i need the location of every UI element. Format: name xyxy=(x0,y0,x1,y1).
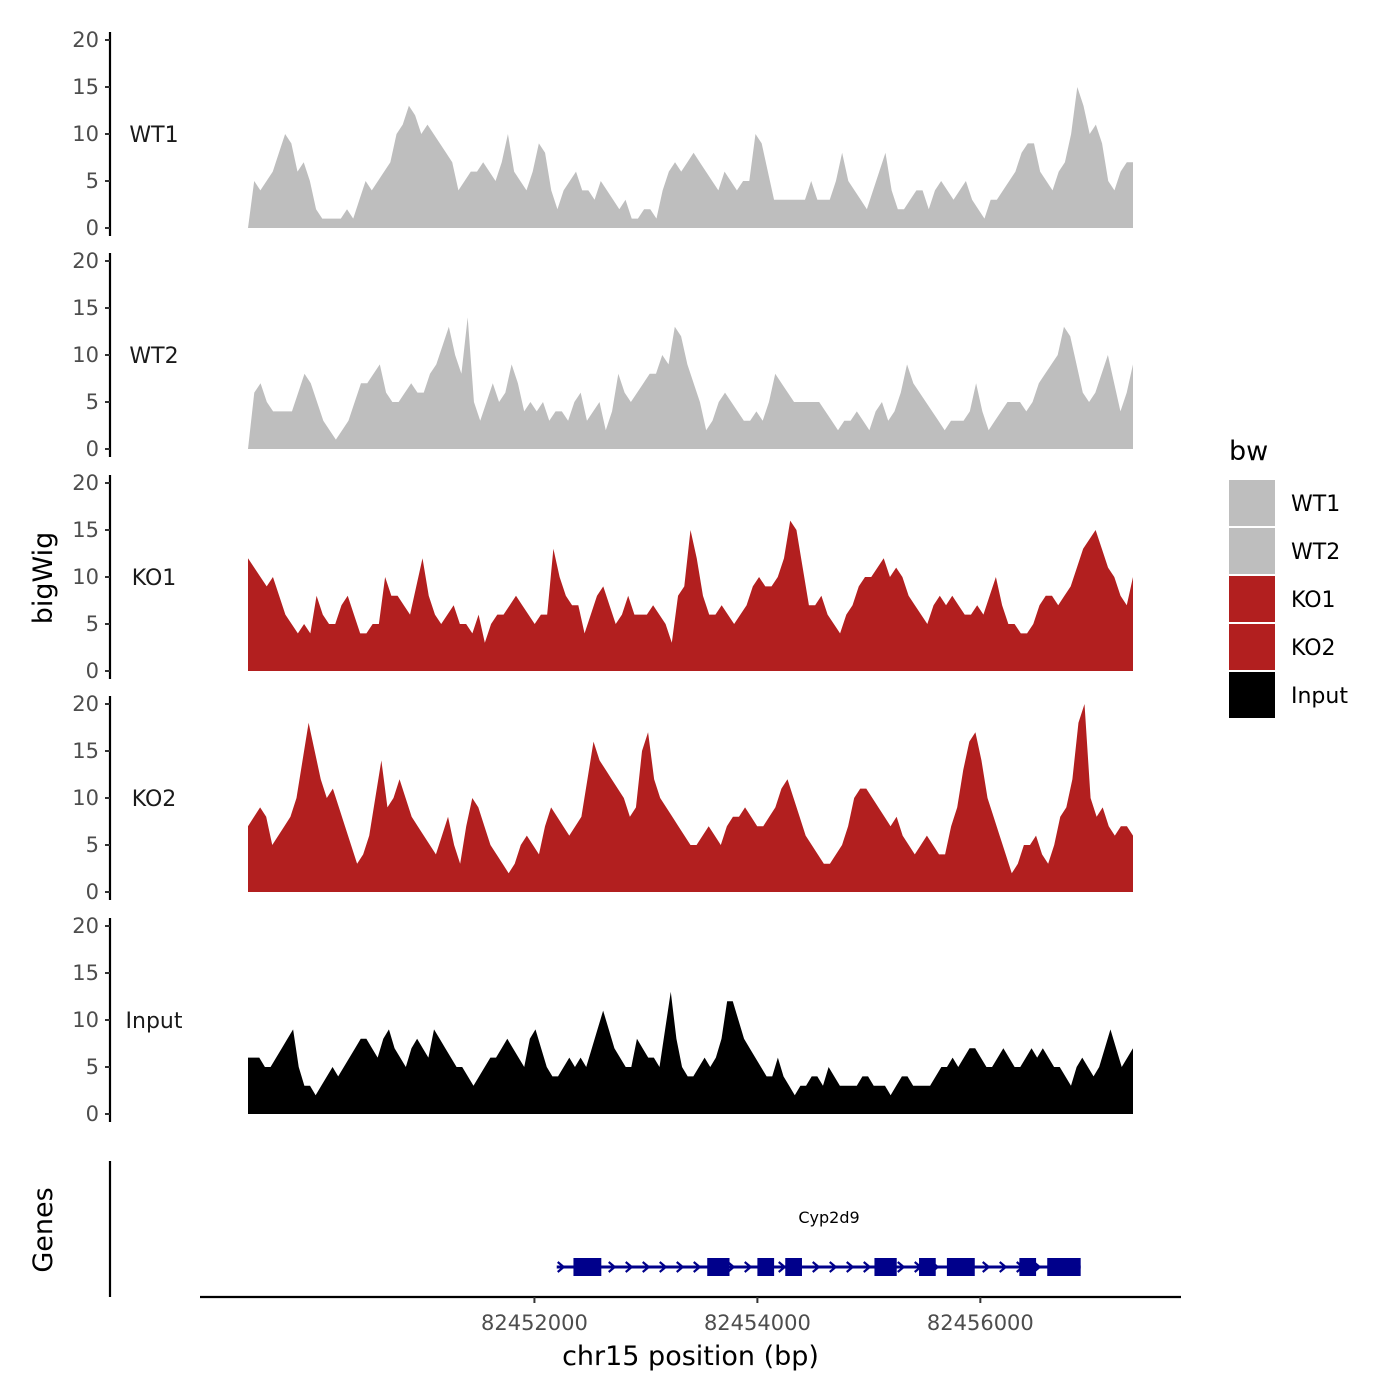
x-axis: 82452000 82454000 82456000 chr15 position (… xyxy=(200,1295,1181,1372)
track-panel-wt1: 0 5 10 15 20 WT1 xyxy=(72,28,1133,240)
strand-arrow xyxy=(608,1261,617,1273)
legend-swatch xyxy=(1229,480,1275,526)
track-panel-ko1: 0 5 10 15 20 KO1 xyxy=(72,471,1133,683)
y-tick-label: 15 xyxy=(72,739,99,763)
strand-arrow xyxy=(557,1261,566,1273)
gene-exon xyxy=(1019,1258,1037,1276)
y-tick-label: 5 xyxy=(86,390,99,414)
panel-label: KO1 xyxy=(132,566,177,591)
coverage-area xyxy=(248,87,1133,228)
y-tick-label: 20 xyxy=(72,249,99,273)
y-tick-label: 5 xyxy=(86,612,99,636)
y-tick-label: 5 xyxy=(86,1055,99,1079)
gene-exon xyxy=(573,1258,602,1276)
genes-axis-title: Genes xyxy=(28,1187,59,1272)
y-tick-label: 0 xyxy=(86,659,99,683)
y-tick-label: 15 xyxy=(72,75,99,99)
x-tick-label: 82452000 xyxy=(481,1311,588,1335)
legend-swatch xyxy=(1229,528,1275,574)
y-tick-label: 10 xyxy=(72,122,99,146)
coverage-area xyxy=(248,704,1133,892)
y-tick-label: 5 xyxy=(86,833,99,857)
legend: bw WT1 WT2 KO1 KO2 Input xyxy=(1229,436,1348,718)
panel-label: WT1 xyxy=(129,123,178,148)
track-panel-input: 0 5 10 15 20 Input xyxy=(72,914,1133,1126)
x-tick-label: 82454000 xyxy=(704,1311,811,1335)
legend-title: bw xyxy=(1229,436,1268,467)
gene-exon xyxy=(874,1258,897,1276)
y-tick-label: 20 xyxy=(72,28,99,52)
legend-swatch xyxy=(1229,576,1275,622)
strand-arrow xyxy=(999,1261,1008,1273)
gene-label: Cyp2d9 xyxy=(798,1208,859,1227)
x-tick-label: 82456000 xyxy=(927,1311,1034,1335)
strand-arrow xyxy=(982,1261,991,1273)
strand-arrow xyxy=(812,1261,821,1273)
y-tick-label: 0 xyxy=(86,437,99,461)
gene-exon xyxy=(757,1258,775,1276)
strand-arrow xyxy=(744,1261,753,1273)
gene-exon xyxy=(919,1258,936,1276)
gene-track: Genes Cyp2d9 xyxy=(28,1161,1081,1297)
y-tick-label: 10 xyxy=(72,1008,99,1032)
strand-arrow xyxy=(642,1261,651,1273)
y-tick-label: 20 xyxy=(72,914,99,938)
gene-exon xyxy=(1047,1258,1081,1276)
y-tick-label: 0 xyxy=(86,216,99,240)
x-axis-title: chr15 position (bp) xyxy=(562,1341,819,1372)
panel-label: Input xyxy=(126,1009,183,1034)
legend-label: KO2 xyxy=(1291,636,1336,661)
y-tick-label: 20 xyxy=(72,471,99,495)
gene-exon xyxy=(946,1258,975,1276)
y-tick-label: 0 xyxy=(86,1102,99,1126)
legend-label: WT1 xyxy=(1291,492,1340,517)
legend-swatch xyxy=(1229,672,1275,718)
track-panel-ko2: 0 5 10 15 20 KO2 xyxy=(72,692,1133,904)
panel-label: WT2 xyxy=(129,344,178,369)
strand-arrow xyxy=(727,1261,736,1273)
strand-arrow xyxy=(676,1261,685,1273)
legend-swatch xyxy=(1229,624,1275,670)
strand-arrow xyxy=(863,1261,872,1273)
strand-arrow xyxy=(625,1261,634,1273)
strand-arrow xyxy=(778,1261,787,1273)
coverage-area xyxy=(248,520,1133,671)
gene-exon xyxy=(785,1258,802,1276)
strand-arrow xyxy=(693,1261,702,1273)
y-tick-label: 15 xyxy=(72,518,99,542)
y-tick-label: 0 xyxy=(86,880,99,904)
y-tick-label: 5 xyxy=(86,169,99,193)
y-axis-title: bigWig xyxy=(28,532,59,625)
y-tick-label: 20 xyxy=(72,692,99,716)
legend-label: KO1 xyxy=(1291,588,1336,613)
coverage-area xyxy=(248,991,1133,1114)
gene-exon xyxy=(707,1258,730,1276)
coverage-area xyxy=(248,317,1133,449)
strand-arrow xyxy=(829,1261,838,1273)
strand-arrow xyxy=(897,1261,906,1273)
strand-arrow xyxy=(659,1261,668,1273)
legend-label: Input xyxy=(1291,684,1348,709)
panel-label: KO2 xyxy=(132,787,177,812)
y-tick-label: 10 xyxy=(72,786,99,810)
legend-label: WT2 xyxy=(1291,540,1340,565)
y-tick-label: 15 xyxy=(72,961,99,985)
track-panel-wt2: 0 5 10 15 20 WT2 xyxy=(72,249,1133,461)
y-tick-label: 15 xyxy=(72,296,99,320)
y-tick-label: 10 xyxy=(72,565,99,589)
strand-arrow xyxy=(846,1261,855,1273)
y-tick-label: 10 xyxy=(72,343,99,367)
